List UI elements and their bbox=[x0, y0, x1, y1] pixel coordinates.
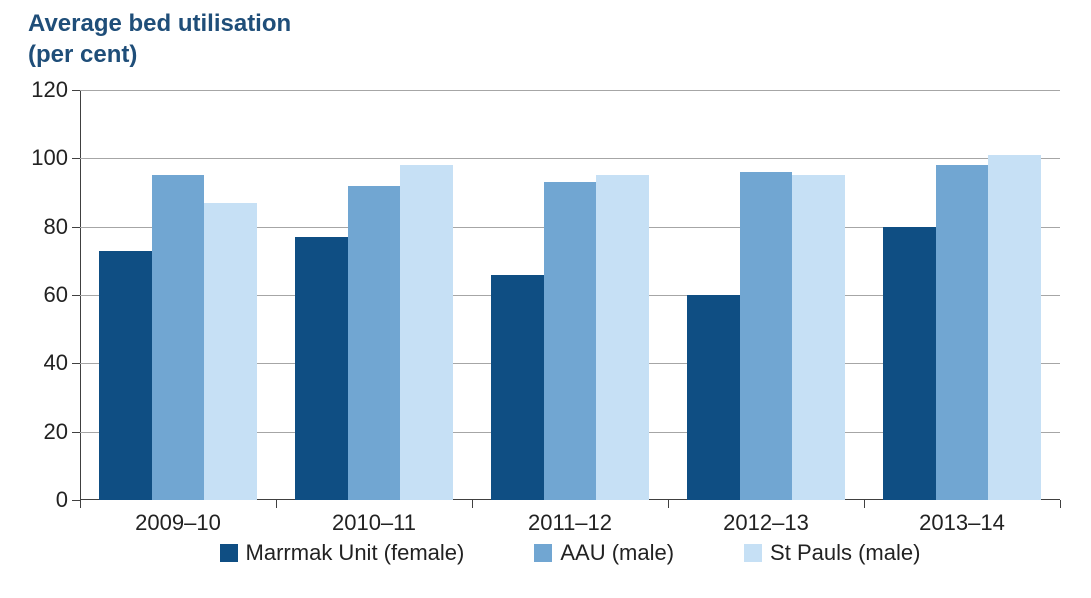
legend-item: St Pauls (male) bbox=[744, 540, 920, 566]
legend-swatch bbox=[220, 544, 238, 562]
x-tick-label: 2013–14 bbox=[919, 510, 1005, 536]
bar bbox=[883, 227, 936, 500]
bar bbox=[792, 175, 845, 500]
x-tick-label: 2009–10 bbox=[135, 510, 221, 536]
y-tick-label: 20 bbox=[44, 419, 68, 445]
bar bbox=[99, 251, 152, 500]
legend-swatch bbox=[534, 544, 552, 562]
x-tick-label: 2010–11 bbox=[332, 510, 416, 536]
y-tick bbox=[72, 295, 80, 296]
bar bbox=[687, 295, 740, 500]
y-tick bbox=[72, 363, 80, 364]
plot-area: 0204060801001202009–102010–112011–122012… bbox=[80, 90, 1060, 500]
bar bbox=[152, 175, 205, 500]
legend-item: Marrmak Unit (female) bbox=[220, 540, 465, 566]
gridline bbox=[80, 90, 1060, 91]
x-tick bbox=[1060, 500, 1061, 508]
x-tick bbox=[668, 500, 669, 508]
bar bbox=[740, 172, 793, 500]
bar bbox=[348, 186, 401, 500]
bar bbox=[295, 237, 348, 500]
legend: Marrmak Unit (female) AAU (male) St Pauls … bbox=[80, 540, 1060, 566]
y-tick-label: 40 bbox=[44, 350, 68, 376]
x-tick bbox=[80, 500, 81, 508]
chart-title-line1: Average bed utilisation bbox=[28, 8, 291, 39]
y-tick-label: 0 bbox=[56, 487, 68, 513]
y-tick bbox=[72, 500, 80, 501]
y-tick-label: 120 bbox=[31, 77, 68, 103]
x-tick-label: 2012–13 bbox=[723, 510, 809, 536]
bar bbox=[936, 165, 989, 500]
legend-item: AAU (male) bbox=[534, 540, 674, 566]
y-tick-label: 80 bbox=[44, 214, 68, 240]
legend-label: AAU (male) bbox=[560, 540, 674, 566]
y-tick bbox=[72, 158, 80, 159]
x-tick bbox=[472, 500, 473, 508]
bar bbox=[596, 175, 649, 500]
chart-title: Average bed utilisation (per cent) bbox=[28, 8, 291, 70]
chart-title-line2: (per cent) bbox=[28, 39, 291, 70]
x-tick bbox=[864, 500, 865, 508]
y-tick-label: 60 bbox=[44, 282, 68, 308]
y-tick bbox=[72, 227, 80, 228]
bar bbox=[400, 165, 453, 500]
x-tick bbox=[276, 500, 277, 508]
bar bbox=[988, 155, 1041, 500]
legend-label: Marrmak Unit (female) bbox=[246, 540, 465, 566]
bar bbox=[491, 275, 544, 501]
legend-label: St Pauls (male) bbox=[770, 540, 920, 566]
y-tick-label: 100 bbox=[31, 145, 68, 171]
legend-swatch bbox=[744, 544, 762, 562]
gridline bbox=[80, 158, 1060, 159]
y-tick bbox=[72, 90, 80, 91]
bar bbox=[544, 182, 597, 500]
chart-container: Average bed utilisation (per cent) 02040… bbox=[0, 0, 1091, 598]
bar bbox=[204, 203, 257, 500]
x-tick-label: 2011–12 bbox=[528, 510, 612, 536]
y-tick bbox=[72, 432, 80, 433]
